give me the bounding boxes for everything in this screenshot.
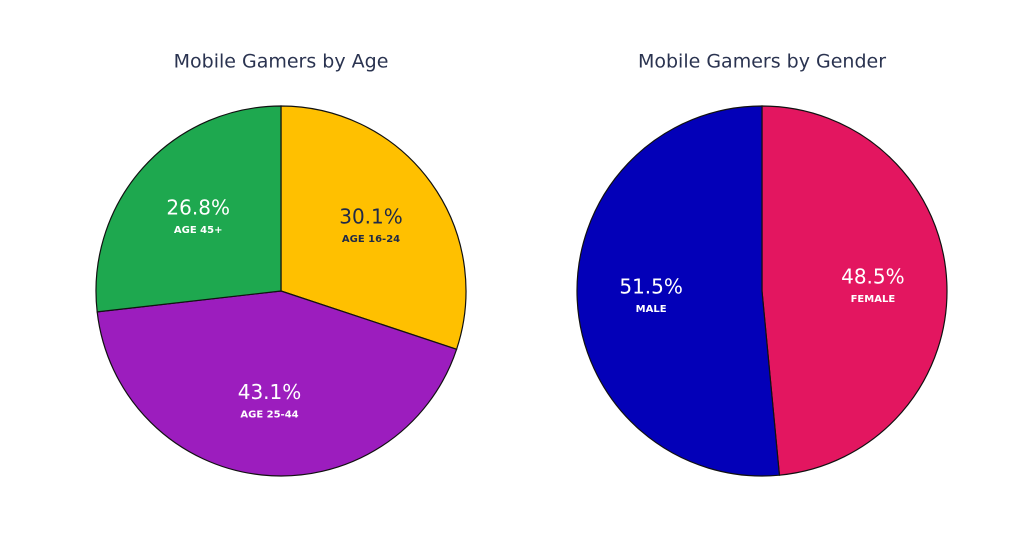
chart-title: Mobile Gamers by Age xyxy=(174,51,389,73)
category-label: FEMALE xyxy=(851,294,896,305)
category-label: MALE xyxy=(636,304,667,315)
chart-title: Mobile Gamers by Gender xyxy=(638,51,886,73)
value-label: 51.5% xyxy=(619,275,683,299)
category-label: AGE 16-24 xyxy=(342,234,400,245)
value-label: 43.1% xyxy=(238,380,302,404)
value-label: 48.5% xyxy=(841,264,905,288)
pie-slice xyxy=(280,105,467,351)
pie-slice xyxy=(95,105,282,313)
pie-slice xyxy=(576,105,781,477)
pie-slice xyxy=(96,290,458,477)
category-label: AGE 45+ xyxy=(174,225,223,236)
value-label: 30.1% xyxy=(339,205,403,229)
category-label: AGE 25-44 xyxy=(240,409,298,420)
pie-slice xyxy=(761,105,948,476)
value-label: 26.8% xyxy=(166,196,230,220)
